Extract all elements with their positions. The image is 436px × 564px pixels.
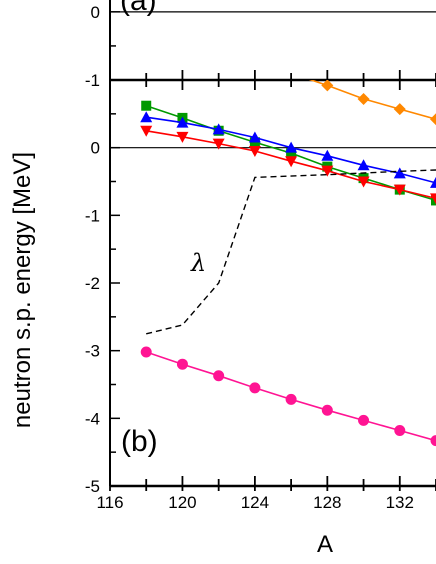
data-point-s3-7 [393, 184, 406, 196]
panel-b-label: (b) [121, 425, 158, 458]
y-axis-title: neutron s.p. energy [MeV] [9, 152, 36, 428]
data-point-s2-0 [140, 111, 153, 123]
y-tick-label: -3 [85, 342, 100, 361]
x-tick-label: 124 [241, 493, 269, 512]
plot-area [110, 11, 436, 13]
data-point-s4-7 [394, 425, 406, 437]
y-tick-label: 0 [91, 3, 100, 22]
data-point-s4-0 [140, 346, 152, 358]
data-point-s3-6 [357, 176, 370, 188]
data-point-s2-3 [248, 131, 261, 143]
x-axis-title: A [317, 531, 333, 558]
data-point-s2-1 [176, 116, 189, 128]
lambda-annotation: λ [190, 249, 206, 277]
data-point-s2-7 [393, 167, 406, 179]
x-tick-label: 116 [96, 493, 123, 512]
data-point-s4-8 [430, 435, 436, 447]
data-point-s4-5 [321, 404, 333, 416]
data-point-s2-5 [321, 149, 334, 161]
y-tick-label: 0 [91, 139, 100, 158]
data-point-s0-4 [430, 113, 436, 126]
data-point-s0-1 [321, 80, 334, 92]
data-point-s4-2 [213, 370, 225, 382]
x-tick-label: 120 [168, 493, 196, 512]
data-point-s3-5 [321, 165, 334, 177]
data-point-s2-6 [357, 159, 370, 171]
panel-a: 0 -1 [85, 0, 436, 90]
plot-area [110, 80, 436, 447]
y-tick-label: -2 [85, 274, 100, 293]
data-point-s3-1 [176, 131, 189, 143]
x-tick-label: 132 [386, 493, 414, 512]
data-point-s3-3 [248, 146, 261, 158]
data-point-s4-3 [249, 382, 261, 394]
data-point-s4-4 [285, 393, 297, 405]
panel-a-label: (a) [120, 0, 157, 17]
data-point-s3-8 [430, 193, 436, 205]
data-point-s3-0 [140, 125, 153, 137]
y-tick-label: -1 [85, 206, 100, 225]
x-tick-label: 128 [313, 493, 341, 512]
y-tick-label: -1 [85, 71, 100, 90]
data-point-s2-2 [212, 123, 225, 135]
data-point-s4-6 [358, 414, 370, 426]
data-point-s1-0 [141, 100, 152, 111]
y-tick-label: -5 [85, 477, 100, 496]
data-point-s3-2 [212, 138, 225, 150]
data-point-s0-3 [393, 103, 406, 116]
data-point-s2-4 [285, 141, 298, 153]
y-tick-label: -4 [85, 409, 100, 428]
data-point-s1-8 [431, 195, 436, 206]
data-point-s0-2 [357, 92, 370, 105]
series-line-5 [146, 169, 436, 335]
data-point-s4-1 [176, 358, 188, 370]
data-point-s1-4 [286, 148, 297, 159]
data-point-s2-8 [430, 176, 436, 188]
data-point-s3-4 [285, 156, 298, 168]
